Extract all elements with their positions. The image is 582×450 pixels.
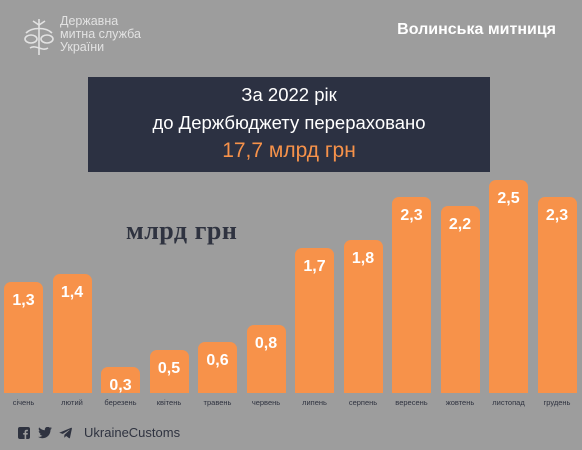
month-label: серпень — [348, 398, 378, 407]
telegram-icon[interactable] — [59, 427, 72, 439]
logo-line-2: митна служба — [60, 27, 141, 41]
bar-грудень — [537, 197, 577, 393]
bar-листопад — [489, 180, 528, 393]
bar-серпень — [343, 239, 383, 393]
bar-лютий — [52, 273, 92, 393]
bar-value-label: 2,5 — [497, 190, 520, 207]
footer-handle[interactable]: UkraineCustoms — [84, 425, 181, 440]
facebook-icon[interactable] — [18, 427, 30, 439]
bar-січень — [4, 282, 43, 393]
month-label: вересень — [395, 398, 428, 407]
month-label: березень — [104, 398, 137, 407]
headline-panel: За 2022 рік до Держбюджету перераховано … — [88, 77, 490, 172]
headline-year: За 2022 рік — [241, 84, 337, 105]
month-label: листопад — [492, 398, 525, 407]
twitter-icon[interactable] — [38, 427, 52, 439]
bar-value-label: 1,8 — [351, 249, 375, 267]
region-title: Волинська митниця — [397, 21, 556, 38]
month-label: жовтень — [445, 398, 475, 407]
bar-червень — [246, 324, 286, 393]
bar-вересень — [392, 197, 431, 393]
month-label: липень — [302, 398, 327, 407]
month-label: червень — [251, 398, 281, 407]
bar-value-label: 0,8 — [254, 334, 278, 352]
headline-amount: 17,7 млрд грн — [222, 139, 356, 162]
bar-липень — [295, 248, 334, 393]
customs-emblem-icon — [24, 19, 54, 55]
logo-text: Державна митна служба України — [60, 15, 141, 54]
unit-label: млрд грн — [126, 216, 238, 245]
bar-жовтень — [440, 205, 480, 393]
bar-value-label: 1,7 — [303, 258, 326, 276]
customs-logo: Державна митна служба України — [22, 15, 162, 65]
logo-line-1: Державна — [60, 14, 119, 28]
month-label: лютий — [61, 398, 83, 407]
bar-травень — [198, 341, 237, 393]
bar-квітень — [149, 350, 189, 393]
bar-value-label: 2,3 — [545, 207, 569, 225]
bar-value-label: 1,3 — [12, 292, 35, 310]
bar-value-label: 0,5 — [157, 360, 181, 378]
bar-березень — [101, 367, 140, 393]
bar-value-label: 0,6 — [206, 351, 229, 369]
headline-description: до Держбюджету перераховано — [152, 112, 426, 133]
bar-value-label: 2,3 — [400, 207, 423, 225]
bar-value-label: 0,3 — [109, 377, 132, 395]
bar-value-label: 1,4 — [60, 283, 84, 301]
month-label: травень — [203, 398, 232, 407]
month-label: січень — [12, 398, 35, 407]
logo-line-3: України — [60, 40, 105, 54]
bar-value-label: 2,2 — [448, 215, 472, 233]
month-label: грудень — [543, 398, 571, 407]
month-label: квітень — [156, 398, 182, 407]
